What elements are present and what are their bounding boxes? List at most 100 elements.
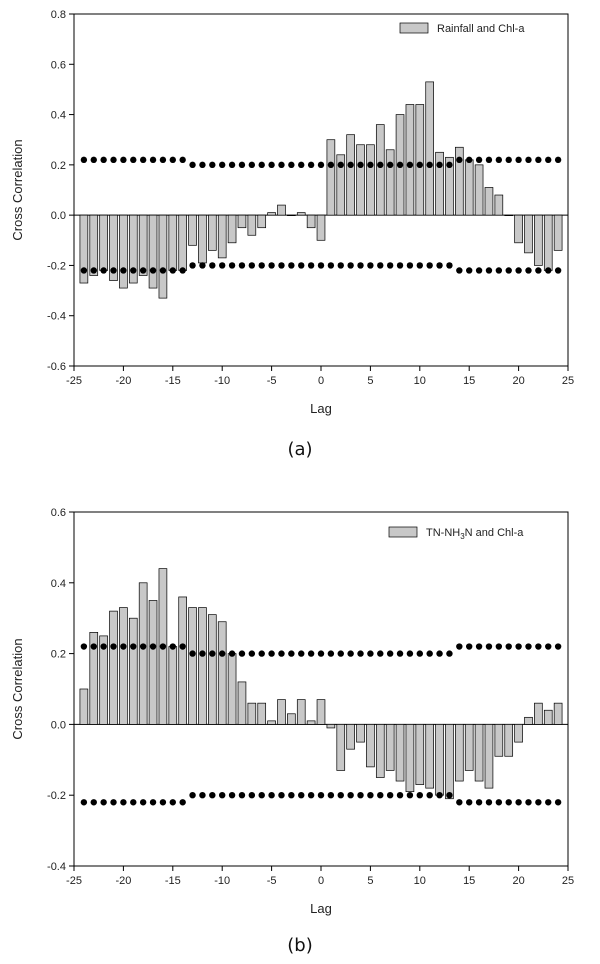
bar-lag--11 (208, 614, 217, 725)
bar-lag--20 (119, 607, 128, 725)
legend: Rainfall and Chl-a (399, 22, 525, 35)
upper-limit-marker (238, 650, 246, 657)
y-tick-label: -0.2 (47, 260, 66, 272)
upper-limit-marker (337, 161, 344, 169)
upper-limit-marker (219, 161, 226, 169)
bar-lag--1 (306, 214, 316, 229)
bar-lag--7 (247, 214, 257, 236)
lower-limit-marker (357, 792, 364, 799)
x-tick-label: -10 (214, 375, 230, 387)
lower-limit-marker (258, 792, 265, 799)
legend-label-prefix: Rainfall and Chl-a (437, 23, 525, 35)
upper-limit-marker (90, 156, 97, 164)
lower-limit-marker (179, 267, 186, 274)
x-tick-label: -5 (267, 875, 277, 887)
upper-limit-marker (149, 643, 157, 650)
bar-lag--6 (257, 214, 267, 229)
bar-lag--2 (296, 212, 306, 216)
lower-limit-marker (317, 262, 325, 269)
plot-area-frame (73, 511, 569, 867)
lower-limit-marker (327, 262, 335, 269)
x-tick-label: -15 (165, 375, 181, 387)
x-tick-label: 5 (367, 875, 373, 887)
upper-limit-marker (535, 643, 542, 650)
x-tick-label: 15 (463, 875, 475, 887)
lower-limit-marker (386, 262, 394, 269)
lower-limit-marker (456, 267, 463, 274)
bar-lag-19 (504, 214, 514, 216)
bar-lag-7 (385, 149, 395, 216)
upper-limit-marker (258, 161, 265, 169)
x-tick-label: -5 (267, 375, 277, 387)
bar-lag--10 (217, 621, 227, 725)
bar-lag--5 (267, 212, 276, 216)
lower-limit-marker (396, 262, 404, 269)
lower-limit-marker (535, 799, 542, 806)
upper-limit-marker (139, 156, 147, 164)
bar-lag--3 (287, 713, 296, 725)
lower-limit-marker (288, 792, 295, 799)
bar-lag-24 (553, 702, 563, 725)
bar-lag--24 (79, 214, 89, 284)
bar-lag-17 (484, 724, 494, 789)
upper-limit-marker (298, 161, 305, 169)
lower-limit-marker (268, 262, 275, 269)
lower-limit-marker (525, 267, 532, 274)
upper-limit-marker (456, 156, 463, 164)
lower-limit-marker (238, 792, 246, 799)
upper-limit-marker (386, 650, 394, 657)
upper-limit-marker (446, 161, 453, 169)
bar-lag--5 (267, 720, 276, 725)
bar-lag-0 (316, 214, 326, 241)
bar-lag-16 (474, 164, 484, 216)
upper-limit-marker (209, 161, 216, 169)
upper-limit-marker (199, 650, 206, 657)
upper-limit-marker (545, 643, 552, 650)
y-tick-label: -0.6 (47, 361, 66, 373)
upper-limit-marker (515, 156, 522, 164)
bar-lag-14 (455, 146, 464, 216)
bar-lag-18 (494, 724, 504, 757)
chart-panel-a: -0.6 -0.4 -0.2 0.0 0.2 0.4 0.6 0.8 -25 -20 -15 -10 -… (10, 9, 574, 460)
lower-limit-marker (317, 792, 325, 799)
upper-limit-marker (120, 156, 127, 164)
bar-lag--1 (306, 720, 316, 725)
bar-lag-6 (375, 724, 385, 778)
upper-limit-marker (505, 156, 512, 164)
lower-limit-marker (238, 262, 246, 269)
lower-limit-marker (169, 799, 176, 806)
lower-limit-marker (515, 799, 522, 806)
lower-limit-marker (298, 262, 305, 269)
lower-limit-marker (426, 792, 433, 799)
legend: TN-NH3N and Chl-a (388, 526, 524, 541)
bar-lag--11 (208, 214, 217, 251)
bar-lag-5 (366, 144, 375, 216)
upper-limit-marker (406, 161, 414, 169)
upper-limit-marker (159, 156, 167, 164)
bar-lag--15 (168, 646, 178, 725)
bar-lag-1 (326, 724, 336, 729)
lower-limit-marker (159, 267, 167, 274)
upper-limit-marker (130, 156, 137, 164)
bar-lag--18 (138, 582, 148, 725)
lower-limit-marker (100, 267, 107, 274)
bar-lag-24 (553, 214, 563, 251)
upper-limit-marker (199, 161, 206, 169)
upper-limit-marker (367, 161, 374, 169)
lower-limit-marker (554, 267, 562, 274)
bar-lag-2 (336, 724, 346, 771)
bar-lag-19 (504, 724, 514, 757)
lower-limit-marker (535, 267, 542, 274)
bar-lag-18 (494, 194, 504, 216)
lower-limit-marker (396, 792, 404, 799)
lower-limit-marker (159, 799, 167, 806)
bar-lag--17 (148, 214, 158, 289)
panel-caption: (a) (287, 439, 312, 460)
upper-limit-marker (466, 643, 473, 650)
upper-limit-marker (130, 643, 137, 650)
upper-limit-marker (406, 650, 414, 657)
lower-limit-marker (209, 792, 216, 799)
lower-limit-marker (446, 792, 453, 799)
lower-limit-marker (406, 262, 414, 269)
lower-limit-marker (169, 267, 176, 274)
